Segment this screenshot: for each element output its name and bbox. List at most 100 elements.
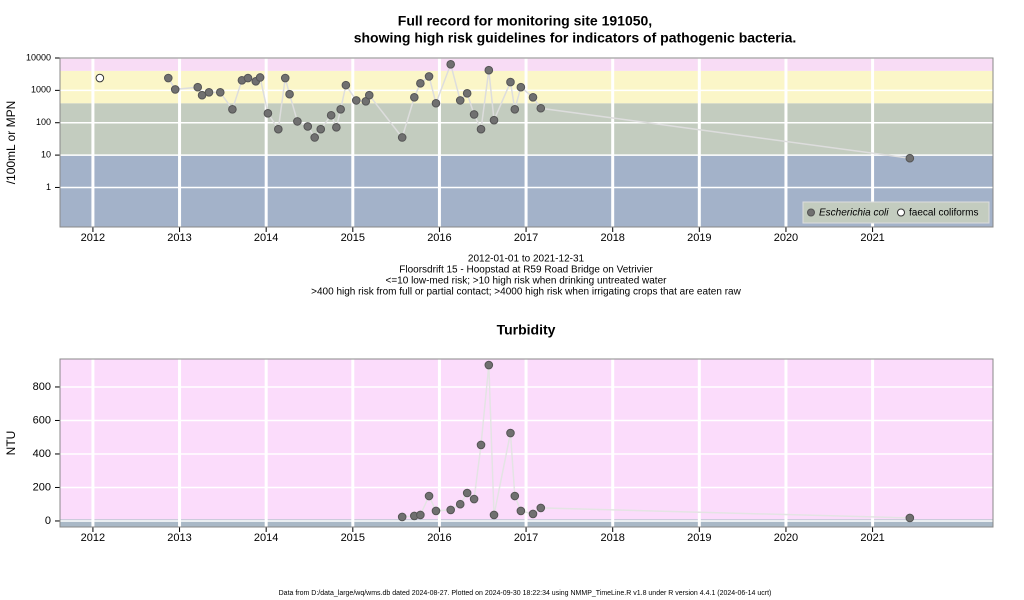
- data-point: [416, 510, 425, 520]
- data-point: [255, 73, 265, 82]
- legend-marker: [807, 208, 815, 217]
- x-tick-label: 2019: [687, 232, 711, 244]
- data-point: [416, 79, 425, 88]
- x-tick-label: 2012: [81, 232, 105, 244]
- x-tick-label: 2018: [600, 532, 624, 544]
- data-point: [455, 96, 465, 105]
- x-tick-label: 2021: [860, 532, 884, 544]
- data-point: [351, 96, 361, 105]
- plot-frame: [59, 57, 994, 228]
- data-point: [905, 513, 915, 523]
- data-point: [528, 93, 538, 102]
- data-point: [476, 124, 486, 134]
- x-tick-label: 2014: [254, 532, 278, 544]
- data-point: [489, 510, 499, 520]
- data-point: [204, 88, 214, 97]
- x-tick-label: 2020: [774, 232, 798, 244]
- x-tick-label: 2017: [514, 532, 538, 544]
- x-tick-label: 2016: [427, 232, 451, 244]
- data-point: [469, 494, 479, 504]
- x-tick-label: 2015: [341, 532, 365, 544]
- legend-box: [802, 201, 990, 224]
- x-tick-label: 2014: [254, 232, 278, 244]
- data-point: [326, 110, 336, 120]
- data-point: [455, 499, 465, 509]
- data-point: [469, 110, 479, 119]
- data-point: [332, 123, 341, 132]
- data-point: [476, 440, 486, 450]
- data-point: [528, 509, 538, 519]
- data-point: [163, 73, 173, 83]
- data-point: [431, 98, 441, 108]
- data-point: [506, 77, 515, 87]
- data-point: [228, 104, 237, 114]
- data-point: [431, 506, 441, 516]
- data-point: [310, 133, 319, 142]
- y-tick-label: 400: [33, 448, 51, 460]
- data-point: [263, 109, 273, 118]
- data-point: [293, 117, 302, 126]
- data-point: [397, 133, 407, 142]
- data-point: [489, 115, 499, 125]
- y-tick-label: 800: [33, 381, 51, 393]
- data-point: [316, 124, 326, 134]
- data-point: [410, 93, 419, 102]
- footer: Data from D:/data_large/wq/wms.db dated …: [279, 590, 772, 597]
- data-point: [536, 503, 546, 513]
- note: >400 high risk from full or partial cont…: [311, 287, 741, 298]
- note: <=10 low-med risk; >10 high risk when dr…: [386, 276, 668, 287]
- data-point: [424, 491, 434, 501]
- x-tick-label: 2018: [600, 232, 624, 244]
- y-axis-label: /100mL or MPN: [4, 101, 18, 185]
- x-tick-label: 2016: [427, 532, 451, 544]
- y-tick-label: 10000: [26, 52, 51, 62]
- data-point: [536, 103, 546, 113]
- legend-marker: [897, 208, 905, 217]
- legend-label: Escherichia coli: [819, 208, 889, 219]
- note: Floorsdrift 15 - Hoopstad at R59 Road Br…: [399, 265, 653, 276]
- data-point: [215, 88, 225, 97]
- x-tick-label: 2017: [514, 232, 538, 244]
- data-point: [285, 89, 294, 99]
- data-point: [905, 153, 915, 163]
- y-axis-label: NTU: [4, 431, 18, 456]
- data-point: [484, 360, 494, 370]
- y-tick-label: 10: [41, 149, 51, 159]
- data-point: [243, 73, 253, 83]
- data-point: [274, 124, 283, 134]
- data-point: [170, 85, 180, 94]
- note: 2012-01-01 to 2021-12-31: [468, 254, 585, 265]
- x-tick-label: 2012: [81, 532, 105, 544]
- data-point: [484, 65, 494, 75]
- data-point: [397, 512, 407, 522]
- x-tick-label: 2020: [774, 532, 798, 544]
- data-point: [193, 82, 203, 92]
- data-point: [446, 505, 455, 515]
- data-point: [516, 82, 526, 92]
- data-point: [424, 72, 434, 81]
- x-tick-label: 2021: [860, 232, 884, 244]
- y-tick-label: 200: [33, 481, 51, 493]
- data-point: [506, 428, 515, 438]
- data-point: [462, 488, 472, 498]
- data-point: [516, 506, 526, 516]
- x-tick-label: 2013: [167, 232, 191, 244]
- data-point: [336, 104, 345, 114]
- data-point: [364, 90, 374, 100]
- x-tick-label: 2013: [167, 532, 191, 544]
- data-point: [280, 73, 290, 83]
- y-tick-label: 0: [45, 515, 51, 527]
- chart-title: Turbidity: [497, 322, 556, 338]
- legend-label: faecal coliforms: [909, 208, 978, 219]
- y-tick-label: 100: [36, 117, 51, 127]
- data-point: [446, 59, 455, 69]
- chart-title: Full record for monitoring site 191050,: [398, 13, 652, 29]
- chart-title: showing high risk guidelines for indicat…: [354, 30, 797, 46]
- data-point: [510, 104, 520, 114]
- plot-frame: [59, 358, 994, 528]
- data-point: [462, 89, 472, 98]
- data-point: [95, 73, 105, 83]
- data-point: [341, 80, 351, 90]
- data-point: [303, 122, 313, 131]
